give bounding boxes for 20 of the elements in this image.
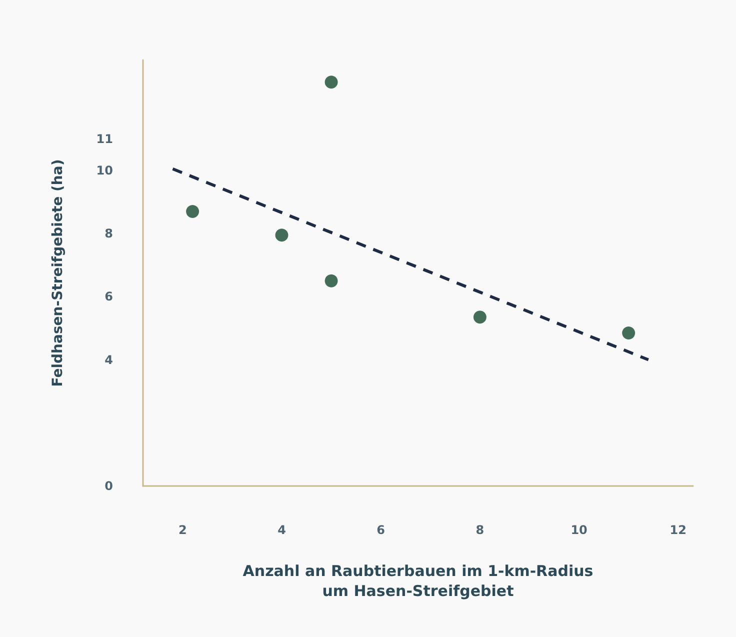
- point: [324, 274, 338, 288]
- x-tick-label: 2: [178, 523, 187, 537]
- x-tick-label: 8: [476, 523, 484, 537]
- x-tick-label: 12: [670, 523, 686, 537]
- x-tick-label: 4: [278, 523, 286, 537]
- y-tick-label: 0: [104, 479, 113, 493]
- x-tick-label: 10: [570, 523, 588, 537]
- y-tick-label: 11: [96, 132, 113, 146]
- y-tick-label: 10: [96, 163, 113, 178]
- y-tick-label: 8: [104, 226, 113, 241]
- point: [622, 326, 636, 340]
- point: [473, 310, 486, 324]
- point: [324, 76, 338, 89]
- y-axis-title: Feldhasen-Streifgebiete (ha): [50, 159, 66, 387]
- point: [275, 228, 288, 242]
- x-axis-title: Anzahl an Raubtierbauen im 1-km-Radius um Hasen-Streifgebiet: [242, 562, 594, 600]
- y-tick-label: 4: [104, 352, 113, 367]
- point: [186, 204, 200, 218]
- y-tick-label: 6: [104, 290, 113, 304]
- x-tick-label: 6: [376, 523, 386, 537]
